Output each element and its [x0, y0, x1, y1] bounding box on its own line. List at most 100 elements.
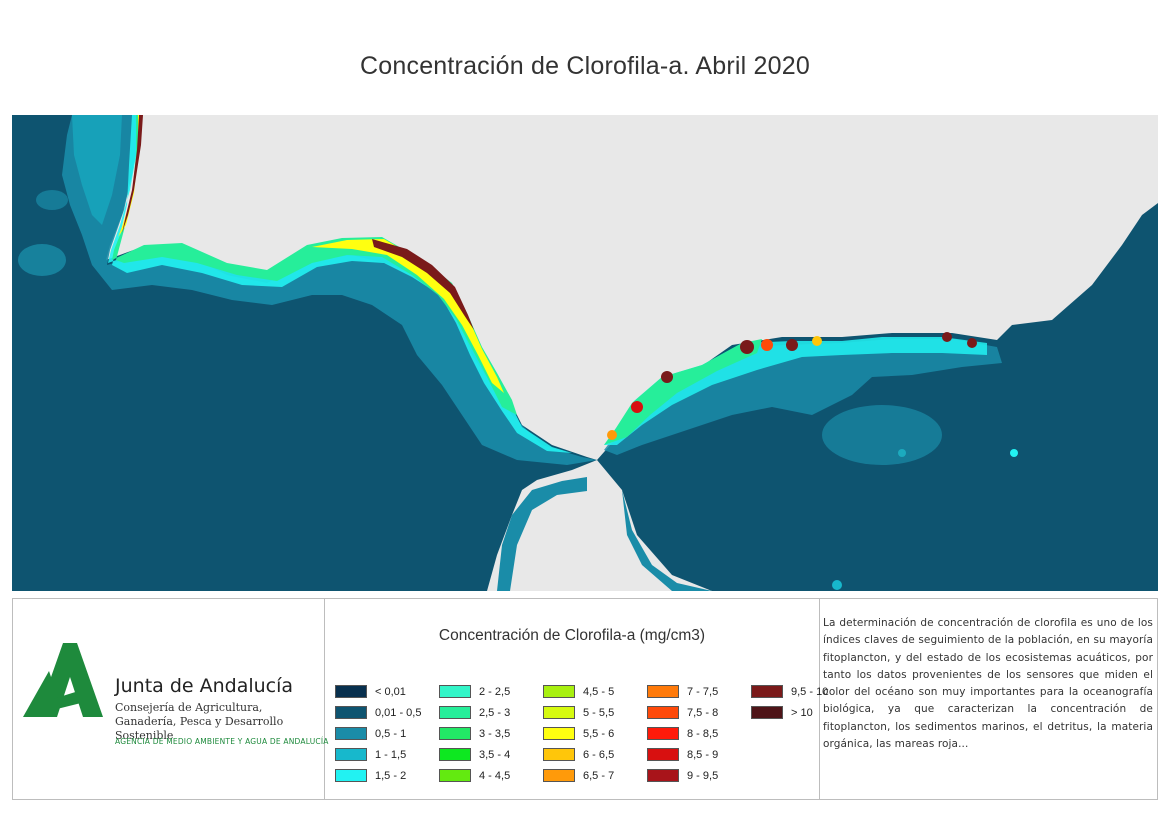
legend-item: 2 - 2,5 — [439, 681, 543, 702]
legend-item: 4 - 4,5 — [439, 765, 543, 786]
legend-label: 3 - 3,5 — [479, 727, 511, 740]
legend-item: 9 - 9,5 — [647, 765, 751, 786]
shelf-feature — [822, 405, 942, 465]
morocco-shelf-east — [622, 490, 712, 591]
legend-label: > 10 — [791, 706, 813, 719]
legend-label: 2,5 - 3 — [479, 706, 511, 719]
legend-swatch — [543, 727, 575, 740]
legend-label: 5,5 - 6 — [583, 727, 615, 740]
org-name: Junta de Andalucía — [115, 675, 294, 697]
atlantic-shelf — [62, 115, 597, 465]
legend-label: 0,01 - 0,5 — [375, 706, 422, 719]
legend-item: 7,5 - 8 — [647, 702, 751, 723]
legend-item: 1,5 - 2 — [335, 765, 439, 786]
info-panel: Junta de Andalucía Consejería de Agricul… — [12, 598, 1158, 800]
legend-label: 7 - 7,5 — [687, 685, 719, 698]
legend-item: 8 - 8,5 — [647, 723, 751, 744]
legend-swatch — [543, 706, 575, 719]
bloom-spot — [661, 371, 673, 383]
legend-item: > 10 — [751, 702, 841, 723]
legend-item: 7 - 7,5 — [647, 681, 751, 702]
high-chlorophyll-mediterranean — [604, 339, 762, 445]
panel-divider — [324, 599, 325, 799]
legend-swatch — [439, 727, 471, 740]
map-canvas — [12, 115, 1158, 591]
legend-label: 8,5 - 9 — [687, 748, 719, 761]
legend-label: 9 - 9,5 — [687, 769, 719, 782]
chlorophyll-map[interactable] — [12, 115, 1158, 591]
bloom-spot — [786, 339, 798, 351]
legend-item: 2,5 - 3 — [439, 702, 543, 723]
legend-title: Concentración de Clorofila-a (mg/cm3) — [438, 627, 706, 644]
description-text: La determinación de concentración de clo… — [823, 617, 1153, 751]
legend-item: 3 - 3,5 — [439, 723, 543, 744]
atlantic-shelf-north — [72, 115, 122, 225]
junta-andalucia-logo: Junta de Andalucía Consejería de Agricul… — [23, 639, 328, 759]
org-department: Consejería de Agricultura, Ganadería, Pe… — [115, 701, 284, 742]
legend-item: 1 - 1,5 — [335, 744, 439, 765]
offshore-feature — [1010, 449, 1018, 457]
legend-item: < 0,01 — [335, 681, 439, 702]
legend-swatch — [439, 769, 471, 782]
legend-swatch — [751, 685, 783, 698]
map-title: Concentración de Clorofila-a. Abril 2020 — [360, 52, 810, 80]
legend-label: 4,5 - 5 — [583, 685, 615, 698]
legend-swatch — [335, 748, 367, 761]
legend-swatch — [543, 685, 575, 698]
bloom-spot — [761, 339, 773, 351]
legend-item: 0,01 - 0,5 — [335, 702, 439, 723]
legend-item: 5 - 5,5 — [543, 702, 647, 723]
bloom-spot — [942, 332, 952, 342]
legend-label: 4 - 4,5 — [479, 769, 511, 782]
legend-swatch — [335, 727, 367, 740]
legend-swatch — [751, 706, 783, 719]
mediterranean-shelf — [604, 339, 1002, 455]
shelf-feature — [18, 244, 66, 276]
bloom-spot — [631, 401, 643, 413]
legend-swatch — [335, 706, 367, 719]
legend-swatch — [439, 706, 471, 719]
legend-swatch — [647, 748, 679, 761]
atlantic-ocean — [12, 115, 597, 591]
legend-label: 2 - 2,5 — [479, 685, 511, 698]
legend-item: 4,5 - 5 — [543, 681, 647, 702]
panel-divider — [819, 599, 820, 799]
legend-swatch — [543, 748, 575, 761]
morocco-shelf — [497, 477, 587, 591]
legend-swatch — [647, 727, 679, 740]
bloom-spot — [740, 340, 754, 354]
legend: < 0,01 0,01 - 0,5 0,5 - 1 1 - 1,5 1,5 - 2 2 -… — [335, 681, 841, 786]
legend-swatch — [647, 685, 679, 698]
legend-label: 5 - 5,5 — [583, 706, 615, 719]
junta-andalucia-mark-icon — [23, 643, 103, 717]
bloom-spot — [812, 336, 822, 346]
legend-label: 3,5 - 4 — [479, 748, 511, 761]
legend-label: 8 - 8,5 — [687, 727, 719, 740]
legend-item: 9,5 - 10 — [751, 681, 841, 702]
legend-label: < 0,01 — [375, 685, 406, 698]
legend-swatch — [335, 769, 367, 782]
legend-label: 1,5 - 2 — [375, 769, 407, 782]
legend-label: 6,5 - 7 — [583, 769, 615, 782]
bloom-spot — [967, 338, 977, 348]
legend-item: 3,5 - 4 — [439, 744, 543, 765]
legend-label: 7,5 - 8 — [687, 706, 719, 719]
legend-label: 0,5 - 1 — [375, 727, 407, 740]
legend-item: 8,5 - 9 — [647, 744, 751, 765]
shelf-feature — [36, 190, 68, 210]
mediterranean-sea — [597, 203, 1158, 591]
legend-swatch — [647, 769, 679, 782]
legend-swatch — [439, 685, 471, 698]
offshore-feature — [832, 580, 842, 590]
legend-swatch — [439, 748, 471, 761]
bloom-spot — [607, 430, 617, 440]
legend-label: 6 - 6,5 — [583, 748, 615, 761]
legend-item: 0,5 - 1 — [335, 723, 439, 744]
legend-item: 5,5 - 6 — [543, 723, 647, 744]
legend-swatch — [335, 685, 367, 698]
org-agency: AGENCIA DE MEDIO AMBIENTE Y AGUA DE ANDA… — [115, 737, 329, 746]
legend-item: 6,5 - 7 — [543, 765, 647, 786]
legend-label: 9,5 - 10 — [791, 685, 829, 698]
legend-swatch — [647, 706, 679, 719]
legend-swatch — [543, 769, 575, 782]
